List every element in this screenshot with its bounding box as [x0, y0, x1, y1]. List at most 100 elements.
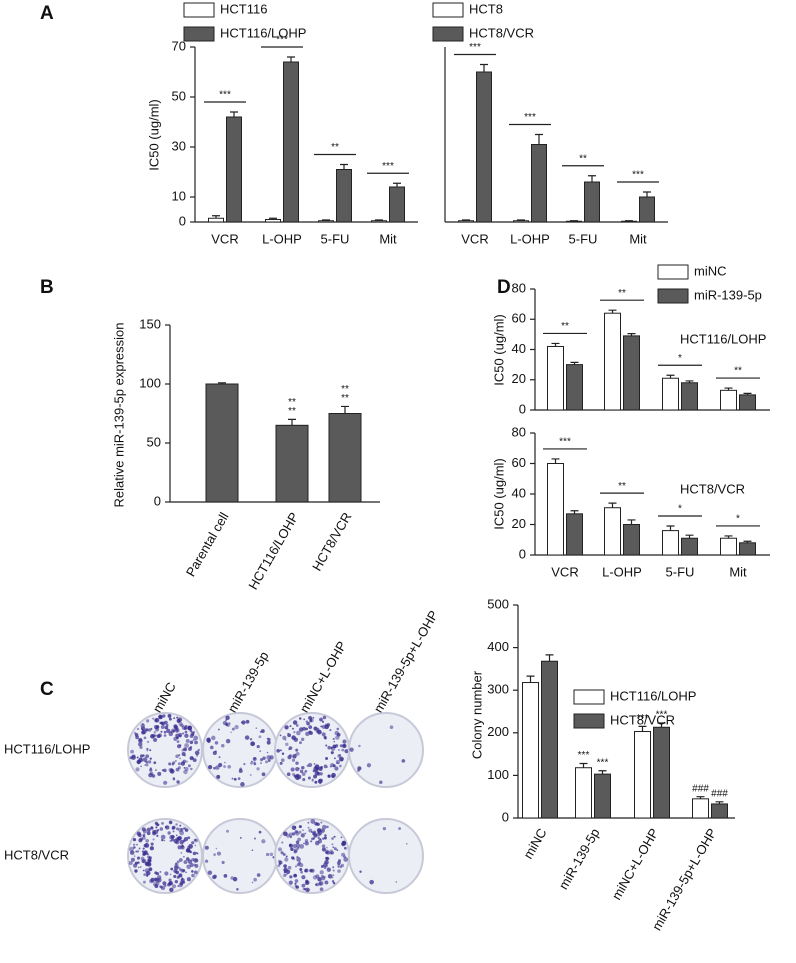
- colony-dot: [314, 883, 318, 886]
- colony-dot: [314, 780, 318, 784]
- error-bar: [269, 217, 277, 220]
- colony-dot: [395, 881, 398, 883]
- colony-dot: [321, 847, 326, 852]
- colony-dot: [154, 734, 158, 737]
- colony-dot: [336, 849, 339, 852]
- colony-dot: [175, 834, 178, 837]
- colony-dot: [319, 881, 324, 886]
- bar: [566, 513, 583, 556]
- colony-dot: [313, 763, 316, 765]
- colony-dot: [154, 878, 160, 883]
- x-tick-label: VCR: [211, 231, 238, 246]
- y-tick-label: 500: [487, 596, 509, 611]
- error-bar: [643, 191, 651, 197]
- y-tick-label: 40: [512, 341, 526, 356]
- significance: **: [561, 321, 569, 332]
- colony-dot: [337, 859, 342, 863]
- bar: [205, 383, 239, 503]
- colony-dot: [145, 862, 149, 866]
- colony-dot: [320, 821, 323, 824]
- colony-dot: [226, 829, 229, 833]
- y-tick-label: 100: [139, 375, 161, 390]
- error-bar: [743, 540, 752, 543]
- legend-swatch: [432, 2, 464, 18]
- colony-dot: [136, 831, 142, 836]
- legend-label: HCT8/VCR: [610, 712, 675, 727]
- colony-dot: [269, 755, 274, 760]
- error-bar: [627, 333, 636, 336]
- colony-dot: [295, 761, 299, 765]
- colony-dot: [194, 750, 200, 756]
- bar: [547, 345, 564, 411]
- colony-dot: [253, 761, 256, 764]
- colony-dot: [168, 731, 174, 737]
- error-bar: [322, 219, 330, 221]
- colony-dot: [339, 744, 343, 748]
- colony-dot: [184, 743, 189, 748]
- colony-dot: [405, 842, 408, 845]
- colony-dot: [193, 735, 199, 741]
- colony-dot: [163, 734, 167, 737]
- significance: ***: [578, 750, 590, 761]
- colony-dot: [212, 875, 217, 880]
- colony-dot: [173, 874, 177, 879]
- colony-dot: [179, 824, 182, 827]
- colony-dot: [223, 765, 226, 768]
- colony-dot: [164, 871, 169, 876]
- error-bar: [462, 219, 470, 221]
- colony-dot: [161, 822, 164, 825]
- colony-dot: [189, 756, 194, 761]
- colony-dot: [295, 749, 298, 752]
- colony-dot: [168, 820, 173, 825]
- colony-dot: [168, 878, 172, 882]
- significance: **: [579, 153, 587, 164]
- bar: [283, 61, 299, 223]
- colony-dot: [183, 754, 186, 757]
- colony-dot: [300, 737, 305, 742]
- colony-dot: [237, 777, 241, 781]
- colony-dot: [295, 773, 300, 778]
- colony-dot: [175, 827, 180, 831]
- plate: [127, 818, 203, 894]
- colony-dot: [314, 840, 320, 846]
- y-axis-label: Relative miR-139-5p expression: [111, 323, 126, 508]
- colony-dot: [152, 717, 155, 720]
- legend-label: miR-139-5p: [694, 287, 762, 302]
- colony-dot: [281, 841, 284, 844]
- y-axis-label: Colony number: [469, 670, 484, 759]
- colony-dot: [315, 769, 318, 773]
- colony-dot: [302, 829, 304, 832]
- colony-dot: [323, 866, 327, 869]
- colony-dot: [218, 728, 220, 731]
- colony-dot: [288, 843, 294, 848]
- colony-dot: [162, 881, 167, 886]
- colony-dot: [256, 744, 260, 749]
- colony-dot: [162, 714, 166, 718]
- colony-dot: [337, 869, 341, 873]
- error-bar: [696, 796, 705, 799]
- bar: [604, 312, 621, 411]
- x-tick-label: Parental cell: [183, 510, 232, 580]
- colony-dot: [250, 761, 253, 765]
- bar: [275, 424, 309, 503]
- colony-dot: [320, 719, 323, 721]
- colony-dot: [321, 732, 326, 737]
- colony-dot: [243, 763, 246, 766]
- colony-dot: [143, 844, 147, 848]
- colony-dot: [149, 863, 152, 865]
- colony-dot: [169, 839, 172, 842]
- colony-dot: [259, 750, 262, 753]
- colony-dot: [175, 862, 178, 865]
- colony-dot: [281, 752, 285, 756]
- colony-dot: [230, 731, 232, 734]
- colony-dot: [145, 760, 149, 764]
- colony-dot: [138, 737, 143, 742]
- colony-dot: [302, 842, 305, 845]
- colony-dot: [333, 835, 336, 838]
- colony-dot: [290, 847, 294, 852]
- colony-dot: [209, 745, 214, 750]
- colony-dot: [193, 838, 197, 842]
- colony-dot: [332, 737, 335, 741]
- colony-dot: [187, 764, 191, 768]
- colony-dot: [336, 727, 340, 731]
